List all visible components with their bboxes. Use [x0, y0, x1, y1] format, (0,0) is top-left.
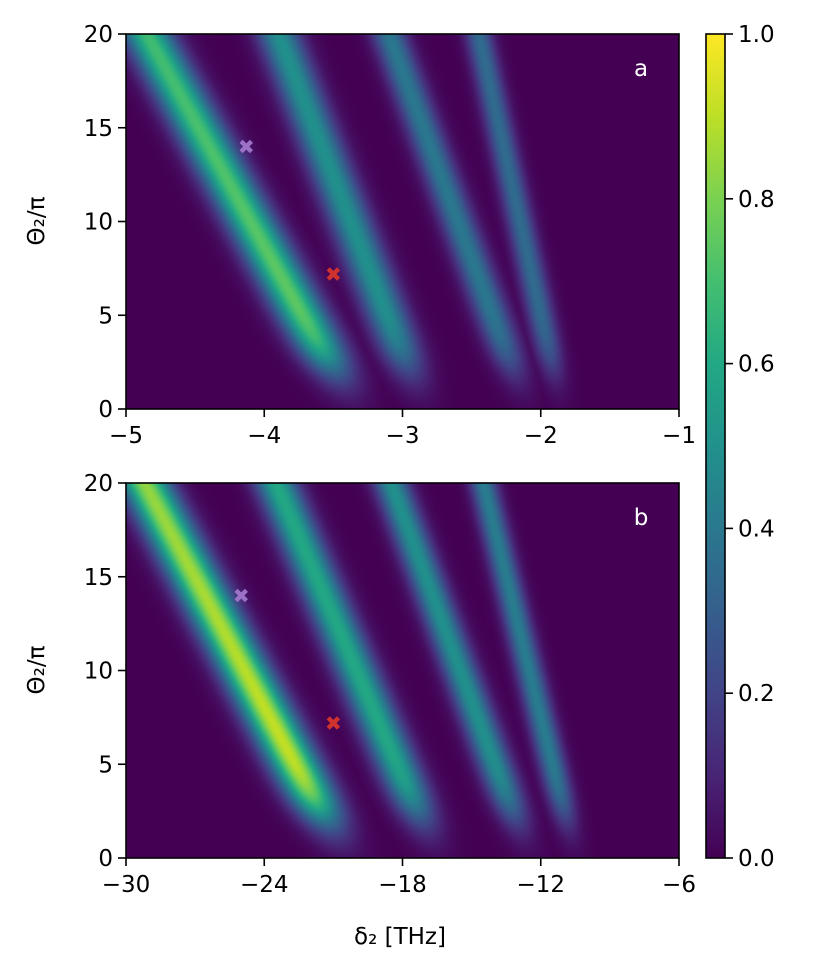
y-tick-label: 20: [84, 471, 113, 497]
panel-b: 0 5 10 15 20 −30 −24 −18 −12 −6 b Θ₂/π δ₂ [THz]: [24, 471, 696, 950]
y-tick-label: 0: [98, 397, 113, 423]
y-tick-label: 15: [84, 116, 113, 142]
marker-1: [234, 588, 248, 603]
x-tick-label: −1: [662, 423, 696, 449]
colorbar-ticks: 0.0 0.2 0.4 0.6 0.8 1.0: [725, 22, 775, 872]
x-tick-label: −2: [524, 423, 558, 449]
y-tick-label: 10: [84, 210, 113, 236]
panel-label-b: b: [634, 505, 649, 531]
markers-a: [239, 139, 341, 281]
markers-b: [234, 588, 341, 730]
colorbar-frame: [705, 33, 726, 859]
heatmap-a: [126, 34, 679, 409]
y-axis-title-a: Θ₂/π: [24, 196, 50, 245]
colorbar-tick-label: 0.6: [738, 352, 775, 378]
panel-a: 0 5 10 15 20 −5 −4 −3 −2 −1 a Θ₂/π: [24, 22, 696, 449]
marker-2: [326, 267, 341, 281]
x-tick-label: −5: [109, 423, 143, 449]
x-tick-label: −18: [378, 872, 427, 898]
x-tick-label: −30: [102, 872, 151, 898]
x-axis-title: δ₂ [THz]: [354, 924, 446, 950]
x-tick-label: −12: [516, 872, 565, 898]
x-ticks-b: −30 −24 −18 −12 −6: [102, 858, 696, 898]
colorbar-tick-label: 0.0: [738, 846, 775, 872]
y-tick-label: 5: [98, 752, 113, 778]
colorbar-tick-label: 0.2: [738, 681, 775, 707]
x-tick-label: −4: [247, 423, 281, 449]
y-ticks-a: 0 5 10 15 20: [84, 22, 126, 423]
y-tick-label: 15: [84, 565, 113, 591]
marker-1: [239, 139, 254, 154]
colorbar: 0.0 0.2 0.4 0.6 0.8 1.0: [705, 22, 775, 872]
marker-2: [326, 716, 341, 730]
y-tick-label: 20: [84, 22, 113, 48]
panel-label-a: a: [634, 56, 648, 82]
y-ticks-b: 0 5 10 15 20: [84, 471, 126, 872]
y-tick-label: 10: [84, 659, 113, 685]
x-tick-label: −24: [240, 872, 289, 898]
x-ticks-a: −5 −4 −3 −2 −1: [109, 409, 696, 449]
y-tick-label: 0: [98, 846, 113, 872]
x-tick-label: −3: [386, 423, 420, 449]
colorbar-tick-label: 1.0: [738, 22, 775, 48]
heatmap-b: [126, 483, 679, 858]
y-tick-label: 5: [98, 303, 113, 329]
colorbar-gradient: [706, 34, 725, 858]
x-tick-label: −6: [662, 872, 696, 898]
colorbar-tick-label: 0.8: [738, 187, 775, 213]
colorbar-tick-label: 0.4: [738, 516, 775, 542]
y-axis-title-b: Θ₂/π: [24, 645, 50, 694]
